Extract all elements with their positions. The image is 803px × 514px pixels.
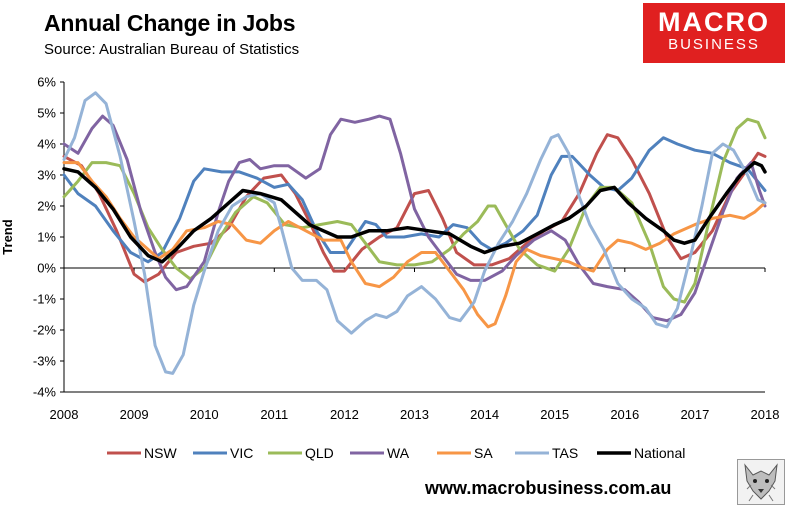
x-tick-label: 2011 [260, 407, 288, 422]
series-line-tas [62, 91, 767, 375]
y-tick-label: 5% [37, 106, 56, 121]
x-tick-label: 2012 [330, 407, 359, 422]
legend-label-nsw: NSW [144, 445, 177, 461]
wolf-badge-icon [737, 459, 785, 505]
x-tick-label: 2009 [120, 407, 149, 422]
y-axis-label: Trend [0, 219, 15, 254]
legend-label-qld: QLD [305, 445, 334, 461]
series-line-vic [62, 136, 767, 264]
logo-line-1: MACRO [658, 7, 770, 37]
series-line-national [62, 160, 767, 264]
legend-label-tas: TAS [552, 445, 578, 461]
y-tick-label: 6% [37, 75, 56, 90]
y-tick-label: 1% [37, 230, 56, 245]
x-tick-label: 2015 [540, 407, 569, 422]
x-tick-label: 2008 [50, 407, 79, 422]
y-tick-label: -4% [33, 385, 57, 400]
y-tick-label: 3% [37, 168, 56, 183]
x-tick-label: 2013 [400, 407, 429, 422]
x-tick-label: 2016 [610, 407, 639, 422]
x-tick-label: 2017 [680, 407, 709, 422]
legend-label-national: National [634, 445, 685, 461]
y-tick-label: -3% [33, 354, 57, 369]
logo-line-2: BUSINESS [668, 36, 760, 53]
website-url: www.macrobusiness.com.au [425, 478, 672, 498]
x-tick-label: 2010 [190, 407, 219, 422]
y-tick-label: 2% [37, 199, 56, 214]
series-line-sa [62, 161, 767, 329]
legend-label-vic: VIC [230, 445, 253, 461]
y-tick-label: 0% [37, 261, 56, 276]
series-line-wa [62, 114, 767, 323]
macrobusiness-logo: MACRO BUSINESS [643, 3, 785, 63]
x-tick-label: 2014 [470, 407, 499, 422]
legend-label-wa: WA [387, 445, 410, 461]
x-tick-label: 2018 [751, 407, 780, 422]
chart-title: Annual Change in Jobs [44, 10, 296, 36]
y-tick-label: -2% [33, 323, 57, 338]
y-tick-label: 4% [37, 137, 56, 152]
chart-source: Source: Australian Bureau of Statistics [44, 41, 300, 58]
series-line-nsw [62, 133, 767, 284]
y-tick-label: -1% [33, 292, 57, 307]
legend-label-sa: SA [474, 445, 493, 461]
